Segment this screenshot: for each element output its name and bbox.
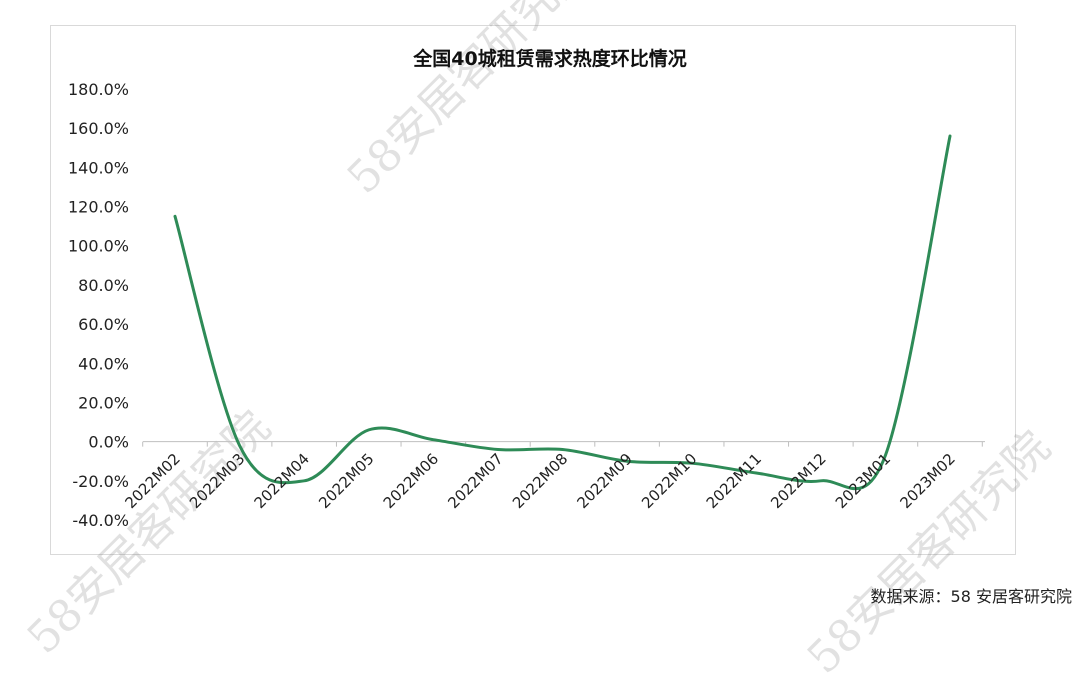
y-tick-label: 60.0% <box>78 315 129 334</box>
x-tick-label: 2022M07 <box>444 450 506 512</box>
x-tick-label: 2022M03 <box>186 450 248 512</box>
x-tick-label: 2022M06 <box>380 450 442 512</box>
x-tick-label: 2022M11 <box>703 450 765 512</box>
y-tick-label: 80.0% <box>78 276 129 295</box>
data-source: 数据来源：58 安居客研究院 <box>870 587 1072 606</box>
chart-frame <box>50 25 1016 555</box>
y-tick-label: 160.0% <box>68 119 129 138</box>
x-tick-label: 2022M08 <box>509 450 571 512</box>
y-tick-label: 0.0% <box>88 433 129 452</box>
x-tick-label: 2022M09 <box>574 450 636 512</box>
line-chart: -40.0% -20.0% 0.0% 20.0% 40.0% 60.0% 80.0% 100.… <box>68 80 985 530</box>
y-tick-label: 120.0% <box>68 198 129 217</box>
x-tick-label: 2022M05 <box>315 450 377 512</box>
x-tick-label: 2023M01 <box>832 450 894 512</box>
x-tick-label: 2022M10 <box>638 450 700 512</box>
x-tick-label: 2023M02 <box>896 450 958 512</box>
y-tick-label: 180.0% <box>68 80 129 99</box>
y-tick-label: -40.0% <box>72 511 129 530</box>
y-tick-label: 20.0% <box>78 393 129 412</box>
y-tick-label: 40.0% <box>78 354 129 373</box>
series-line <box>173 134 952 491</box>
y-tick-label: -20.0% <box>72 472 129 491</box>
x-tick-label: 2022M02 <box>121 450 183 512</box>
y-tick-label: 100.0% <box>68 237 129 256</box>
chart-title: 全国40城租赁需求热度环比情况 <box>413 48 687 70</box>
y-tick-label: 140.0% <box>68 158 129 177</box>
